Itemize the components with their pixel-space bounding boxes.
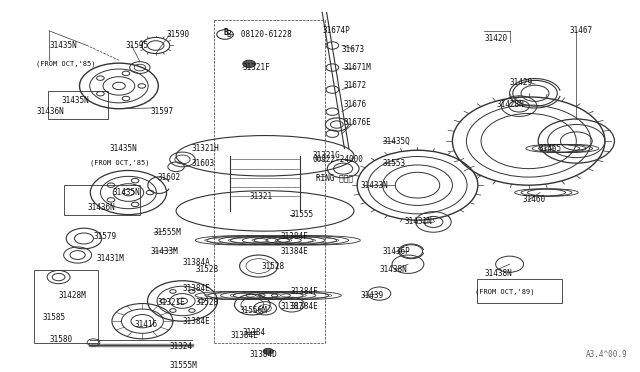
Text: 31431N: 31431N (404, 218, 433, 227)
Text: 00922-24000: 00922-24000 (313, 155, 364, 164)
Text: (FROM OCT,'85): (FROM OCT,'85) (90, 160, 150, 166)
Text: 31528: 31528 (262, 262, 285, 270)
Bar (48, 92, 108, 119)
Text: RING リング: RING リング (316, 173, 353, 182)
Text: 31433N: 31433N (360, 181, 388, 190)
Text: 31435Q: 31435Q (383, 137, 410, 145)
Text: 31435N: 31435N (49, 41, 77, 50)
Text: 31590: 31590 (166, 30, 189, 39)
Text: 31321G: 31321G (313, 151, 340, 160)
Text: 31436P: 31436P (383, 247, 410, 256)
Text: 31673: 31673 (341, 45, 364, 54)
Text: 31528: 31528 (195, 265, 218, 274)
Text: 31467: 31467 (570, 26, 593, 35)
Text: 31428N: 31428N (497, 100, 525, 109)
Text: 31384D: 31384D (249, 350, 277, 359)
Text: 31528: 31528 (195, 298, 218, 307)
Text: 31676: 31676 (343, 100, 366, 109)
Bar (35, 270, 98, 343)
Text: 31384F: 31384F (291, 287, 318, 296)
Text: 31460: 31460 (522, 195, 545, 204)
Text: 31580: 31580 (49, 335, 72, 344)
Text: 31435N: 31435N (61, 96, 90, 105)
Text: 31324: 31324 (170, 342, 193, 352)
Text: 31438N: 31438N (484, 269, 512, 278)
Text: 31465: 31465 (538, 144, 561, 153)
Text: 31420: 31420 (484, 33, 508, 43)
Text: 31603: 31603 (192, 158, 215, 168)
Text: 31321H: 31321H (192, 144, 220, 153)
Text: 31438N: 31438N (380, 265, 407, 274)
Text: 31672: 31672 (343, 81, 366, 90)
Text: 31555: 31555 (291, 210, 314, 219)
Text: 31416: 31416 (135, 320, 158, 329)
Text: 31436N: 31436N (87, 203, 115, 212)
Text: 31321E: 31321E (157, 298, 185, 307)
Text: 31431M: 31431M (97, 254, 124, 263)
Text: 31439: 31439 (360, 291, 383, 300)
Text: 31555M: 31555M (154, 228, 182, 237)
Text: 31384: 31384 (243, 328, 266, 337)
Text: 31429: 31429 (509, 78, 532, 87)
Text: B: B (223, 28, 228, 37)
Text: (FROM OCT,'89): (FROM OCT,'89) (475, 289, 534, 295)
Text: 31321: 31321 (249, 192, 272, 201)
Text: 31555M: 31555M (170, 361, 198, 370)
Text: 31435N: 31435N (109, 144, 137, 153)
Text: 31674P: 31674P (322, 26, 350, 35)
Text: 31428M: 31428M (59, 291, 86, 300)
Text: 31384E: 31384E (182, 317, 210, 326)
Bar (477, 279, 563, 303)
Text: 31384E: 31384E (281, 247, 308, 256)
Text: 31676E: 31676E (343, 118, 371, 127)
Text: (FROM OCT,'85): (FROM OCT,'85) (36, 61, 96, 67)
Text: 31595: 31595 (125, 41, 148, 50)
Text: 31556M: 31556M (239, 306, 268, 315)
Bar (63, 185, 140, 215)
Text: 31585: 31585 (43, 313, 66, 322)
Text: 31435N: 31435N (113, 188, 140, 197)
Text: 31321F: 31321F (243, 63, 271, 72)
Text: B  08120-61228: B 08120-61228 (227, 30, 292, 39)
Text: 31602: 31602 (157, 173, 180, 182)
Text: 31384E: 31384E (182, 283, 210, 293)
Text: 31384A: 31384A (182, 258, 210, 267)
Text: 31384E: 31384E (230, 331, 258, 340)
Text: 31579: 31579 (93, 232, 116, 241)
Text: 31387: 31387 (281, 302, 304, 311)
Text: 31384E: 31384E (291, 302, 318, 311)
Text: 31553: 31553 (383, 158, 406, 168)
Text: 31597: 31597 (150, 107, 174, 116)
Text: A3.4^00.9: A3.4^00.9 (586, 350, 627, 359)
Circle shape (243, 60, 255, 68)
Circle shape (263, 349, 273, 354)
Text: 31436N: 31436N (36, 107, 64, 116)
Text: 31384F: 31384F (281, 232, 308, 241)
Text: 31671M: 31671M (343, 63, 371, 72)
Text: 31433M: 31433M (150, 247, 179, 256)
